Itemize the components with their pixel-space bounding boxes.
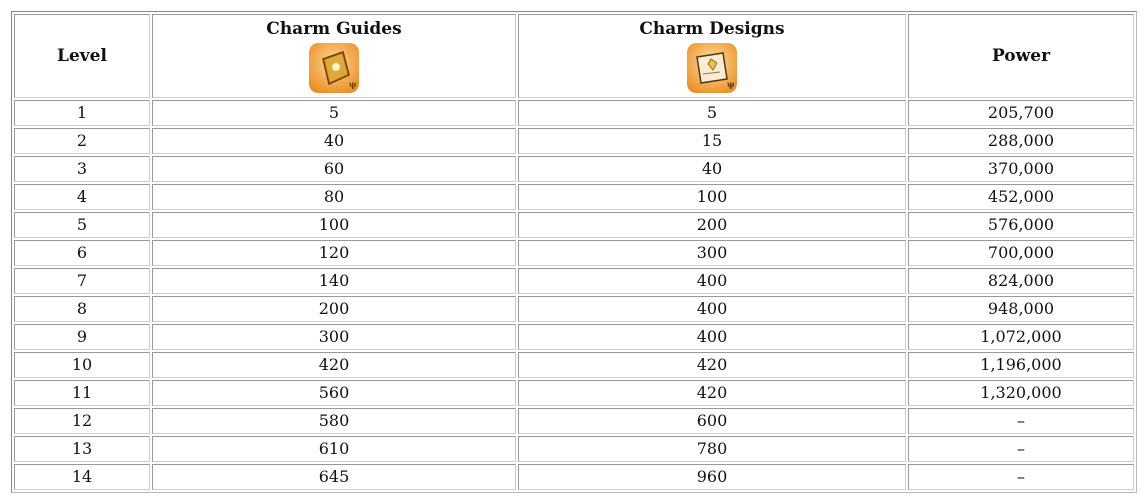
level-cell: 11 [14,380,150,406]
charm-designs-cell: 600 [518,408,906,434]
level-cell: 8 [14,296,150,322]
charm-designs-cell: 40 [518,156,906,182]
power-cell: 452,000 [908,184,1134,210]
table-row: 10 420 420 1,196,000 [14,352,1134,378]
level-cell: 10 [14,352,150,378]
header-label: Level [57,46,107,66]
table-row: 5 100 200 576,000 [14,212,1134,238]
table-row: 3 60 40 370,000 [14,156,1134,182]
svg-text:ψ: ψ [727,79,735,89]
power-cell: 1,320,000 [908,380,1134,406]
charm-designs-cell: 400 [518,324,906,350]
power-cell: 1,196,000 [908,352,1134,378]
power-cell: 370,000 [908,156,1134,182]
power-cell: 948,000 [908,296,1134,322]
charm-designs-cell: 420 [518,352,906,378]
table-row: 2 40 15 288,000 [14,128,1134,154]
header-label: Charm Guides [266,19,402,39]
power-cell: – [908,408,1134,434]
level-cell: 5 [14,212,150,238]
table-row: 7 140 400 824,000 [14,268,1134,294]
power-cell: 288,000 [908,128,1134,154]
charm-guides-cell: 5 [152,100,516,126]
power-cell: 205,700 [908,100,1134,126]
level-cell: 12 [14,408,150,434]
level-cell: 2 [14,128,150,154]
charm-guides-cell: 645 [152,464,516,490]
table-row: 14 645 960– [14,464,1134,490]
charm-designs-cell: 200 [518,212,906,238]
table-row: 12 580 600– [14,408,1134,434]
level-cell: 9 [14,324,150,350]
header-charm-designs: Charm Designs ψ [518,14,906,98]
charm-designs-cell: 15 [518,128,906,154]
charm-guides-cell: 60 [152,156,516,182]
charm-guides-cell: 300 [152,324,516,350]
charm-designs-cell: 400 [518,296,906,322]
header-level: Level [14,14,150,98]
charm-designs-cell: 780 [518,436,906,462]
charm-guides-cell: 610 [152,436,516,462]
table-row: 4 80 100 452,000 [14,184,1134,210]
level-cell: 6 [14,240,150,266]
level-cell: 14 [14,464,150,490]
header-power: Power [908,14,1134,98]
svg-text:ψ: ψ [349,79,357,89]
table-row: 9 300 400 1,072,000 [14,324,1134,350]
charm-guides-cell: 100 [152,212,516,238]
charm-designs-cell: 960 [518,464,906,490]
power-cell: 576,000 [908,212,1134,238]
power-cell: 824,000 [908,268,1134,294]
charm-guides-cell: 120 [152,240,516,266]
power-cell: 1,072,000 [908,324,1134,350]
table-row: 1 5 5 205,700 [14,100,1134,126]
charm-guides-cell: 580 [152,408,516,434]
charm-guides-cell: 40 [152,128,516,154]
level-cell: 4 [14,184,150,210]
charm-designs-cell: 400 [518,268,906,294]
table-row: 13 610 780– [14,436,1134,462]
charm-designs-cell: 5 [518,100,906,126]
header-charm-guides: Charm Guides ψ [152,14,516,98]
charm-designs-cell: 420 [518,380,906,406]
header-row: Level Charm Guides ψ Charm Designs [14,14,1134,98]
power-cell: 700,000 [908,240,1134,266]
charm-designs-cell: 100 [518,184,906,210]
header-label: Charm Designs [639,19,785,39]
charm-guides-cell: 80 [152,184,516,210]
header-label: Power [991,46,1051,66]
table-row: 8 200 400 948,000 [14,296,1134,322]
charm-guide-book-icon: ψ [309,43,359,93]
power-cell: – [908,464,1134,490]
table-row: 6 120 300 700,000 [14,240,1134,266]
charm-design-scroll-icon: ψ [687,43,737,93]
charm-guides-cell: 560 [152,380,516,406]
level-cell: 13 [14,436,150,462]
table-row: 11 560 420 1,320,000 [14,380,1134,406]
charm-guides-cell: 420 [152,352,516,378]
charm-guides-cell: 200 [152,296,516,322]
level-cell: 7 [14,268,150,294]
level-cell: 1 [14,100,150,126]
power-cell: – [908,436,1134,462]
charm-designs-cell: 300 [518,240,906,266]
charm-level-table: Level Charm Guides ψ Charm Designs [11,11,1137,493]
level-cell: 3 [14,156,150,182]
charm-guides-cell: 140 [152,268,516,294]
